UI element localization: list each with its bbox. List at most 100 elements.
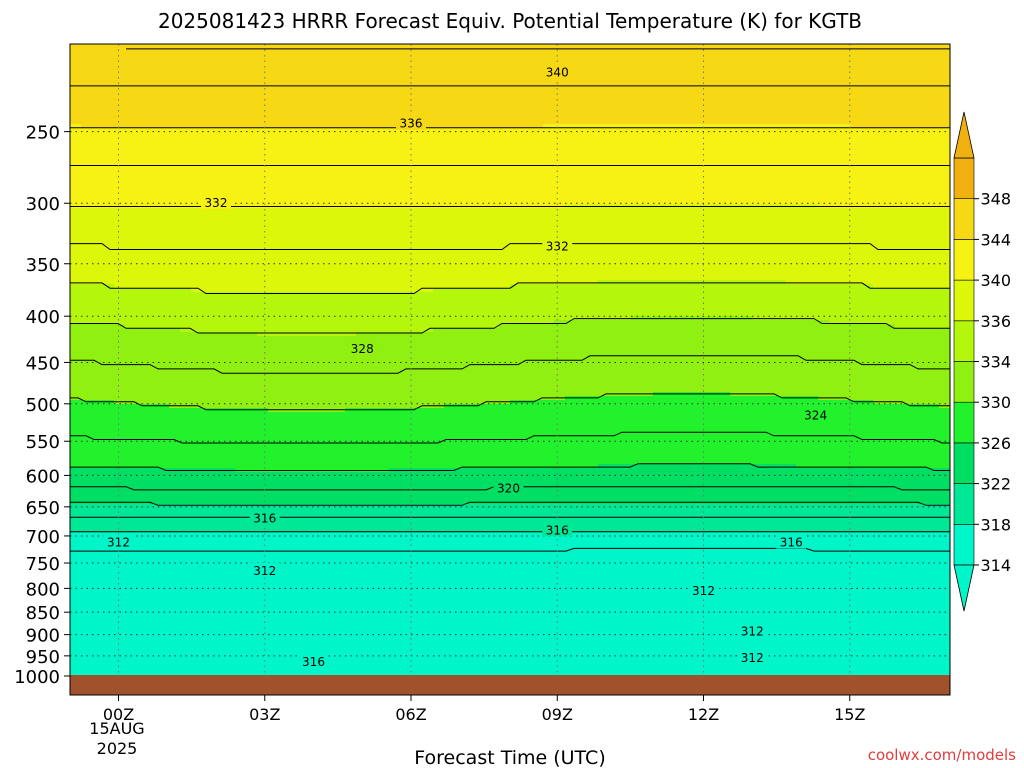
field-cell — [279, 516, 291, 521]
field-cell — [125, 352, 137, 357]
field-cell — [345, 108, 357, 113]
field-cell — [191, 136, 203, 141]
field-cell — [191, 532, 203, 537]
field-cell — [246, 320, 258, 325]
field-cell — [136, 464, 148, 469]
field-cell — [147, 148, 159, 153]
field-cell — [180, 444, 192, 449]
field-cell — [191, 120, 203, 125]
field-cell — [334, 152, 346, 157]
field-cell — [81, 48, 93, 53]
field-cell — [235, 608, 247, 613]
field-cell — [268, 636, 280, 641]
field-cell — [202, 176, 214, 181]
field-cell — [301, 624, 313, 629]
field-cell — [224, 432, 236, 437]
field-cell — [400, 576, 412, 581]
field-cell — [356, 460, 368, 465]
field-cell — [92, 548, 104, 553]
field-cell — [235, 412, 247, 417]
field-cell — [191, 280, 203, 285]
field-cell — [411, 216, 423, 221]
field-cell — [213, 188, 225, 193]
field-cell — [389, 88, 401, 93]
field-cell — [356, 100, 368, 105]
field-cell — [257, 300, 269, 305]
field-cell — [301, 240, 313, 245]
field-cell — [400, 652, 412, 657]
field-cell — [323, 472, 335, 477]
field-cell — [125, 124, 137, 129]
field-cell — [224, 244, 236, 249]
field-cell — [125, 252, 137, 257]
field-cell — [158, 228, 170, 233]
field-cell — [400, 496, 412, 501]
field-cell — [389, 544, 401, 549]
field-cell — [279, 456, 291, 461]
field-cell — [114, 116, 126, 121]
field-cell — [312, 512, 324, 517]
field-cell — [235, 236, 247, 241]
field-cell — [191, 492, 203, 497]
field-cell — [367, 116, 379, 121]
field-cell — [378, 460, 390, 465]
field-cell — [169, 420, 181, 425]
field-cell — [180, 524, 192, 529]
field-cell — [378, 164, 390, 169]
field-cell — [345, 660, 357, 665]
field-cell — [367, 52, 379, 57]
field-cell — [411, 172, 423, 177]
field-cell — [345, 104, 357, 109]
field-cell — [246, 348, 258, 353]
field-cell — [224, 532, 236, 537]
field-cell — [345, 332, 357, 337]
field-cell — [323, 504, 335, 509]
field-cell — [169, 612, 181, 617]
field-cell — [246, 52, 258, 57]
field-cell — [125, 448, 137, 453]
field-cell — [389, 484, 401, 489]
field-cell — [356, 128, 368, 133]
field-cell — [180, 392, 192, 397]
field-cell — [334, 164, 346, 169]
field-cell — [411, 48, 423, 53]
field-cell — [169, 644, 181, 649]
field-cell — [301, 612, 313, 617]
field-cell — [169, 52, 181, 57]
field-cell — [301, 584, 313, 589]
field-cell — [191, 660, 203, 665]
field-cell — [389, 284, 401, 289]
field-cell — [136, 604, 148, 609]
field-cell — [213, 420, 225, 425]
field-cell — [312, 620, 324, 625]
field-cell — [136, 396, 148, 401]
field-cell — [158, 140, 170, 145]
field-cell — [92, 48, 104, 53]
field-cell — [312, 48, 324, 53]
field-cell — [191, 172, 203, 177]
field-cell — [180, 476, 192, 481]
field-cell — [268, 256, 280, 261]
field-cell — [356, 664, 368, 669]
field-cell — [169, 124, 181, 129]
field-cell — [147, 216, 159, 221]
field-cell — [169, 624, 181, 629]
field-cell — [257, 248, 269, 253]
field-cell — [257, 608, 269, 613]
field-cell — [169, 424, 181, 429]
field-cell — [257, 52, 269, 57]
field-cell — [147, 584, 159, 589]
field-cell — [169, 96, 181, 101]
field-cell — [279, 376, 291, 381]
field-cell — [301, 320, 313, 325]
field-cell — [81, 68, 93, 73]
field-cell — [367, 640, 379, 645]
field-cell — [235, 640, 247, 645]
field-cell — [191, 108, 203, 113]
field-cell — [301, 376, 313, 381]
field-cell — [169, 416, 181, 421]
field-cell — [367, 148, 379, 153]
field-cell — [125, 224, 137, 229]
field-cell — [169, 256, 181, 261]
field-cell — [257, 480, 269, 485]
